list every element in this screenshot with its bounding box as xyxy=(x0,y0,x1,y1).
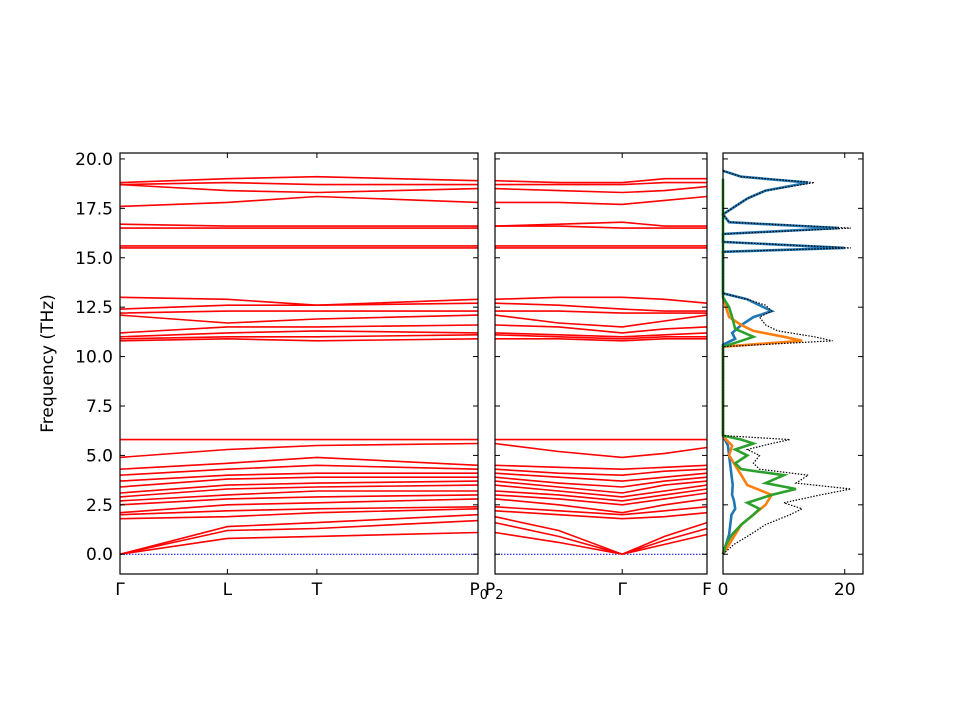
phonon-band-1-28 xyxy=(119,195,479,208)
phonon-band-2-22 xyxy=(494,302,707,312)
phonon-band-1-11 xyxy=(119,472,478,482)
phonon-band-1-20 xyxy=(119,314,479,324)
phonon-band-2-17 xyxy=(494,334,707,340)
phonon-band-1-6 xyxy=(119,494,479,506)
phonon-band-2-12 xyxy=(494,468,708,477)
x-tick-label: T xyxy=(311,580,323,600)
phonon-band-2-26 xyxy=(495,225,707,229)
y-tick-label: 2.5 xyxy=(86,496,113,516)
x-tick-label: Γ xyxy=(115,580,125,600)
phonon-band-1-27 xyxy=(119,223,478,227)
phonon-band-1-22 xyxy=(119,302,479,310)
dos-series-3 xyxy=(722,170,851,555)
y-tick-label: 5.0 xyxy=(86,446,113,466)
phonon-band-1-0 xyxy=(119,531,479,555)
phonon-band-1-13 xyxy=(119,456,479,470)
phonon-band-1-7 xyxy=(119,490,478,502)
phonon-band-1-5 xyxy=(119,498,479,514)
y-tick-label: 20.0 xyxy=(75,150,113,170)
y-tick-label: 17.5 xyxy=(75,199,113,219)
phonon-band-1-31 xyxy=(119,175,479,184)
phonon-band-2-13 xyxy=(494,464,708,471)
phonon-band-2-0 xyxy=(494,531,708,556)
phonon-band-2-23 xyxy=(494,296,708,304)
phonon-band-2-2 xyxy=(494,515,708,556)
phonon-band-2-21 xyxy=(495,310,707,314)
phonon-band-2-11 xyxy=(494,472,708,482)
y-tick-label: 10.0 xyxy=(75,348,113,368)
phonon-band-2-27 xyxy=(494,221,707,227)
phonon-band-1-30 xyxy=(119,181,478,186)
dos-series-0 xyxy=(721,169,845,555)
dos-x-tick-label: 0 xyxy=(718,580,729,600)
x-tick-label: F xyxy=(702,580,712,600)
phonon-band-2-5 xyxy=(494,498,708,514)
phonon-band-1-29 xyxy=(119,183,479,194)
dos-series-2 xyxy=(721,178,797,555)
phonon-band-2-19 xyxy=(494,324,708,334)
x-tick-label: Γ xyxy=(617,580,627,600)
phonon-band-1-2 xyxy=(119,513,479,555)
y-axis-label: Frequency (THz) xyxy=(38,294,58,433)
band-panel-frame xyxy=(494,152,708,575)
phonon-band-2-18 xyxy=(494,332,708,338)
phonon-band-1-21 xyxy=(119,310,478,314)
phonon-band-1-9 xyxy=(119,480,479,494)
x-tick-label: P2 xyxy=(485,580,504,603)
phonon-band-1-23 xyxy=(119,296,479,307)
phonon-band-2-14 xyxy=(494,442,708,459)
phonon-band-1-1 xyxy=(119,519,479,555)
y-tick-label: 15.0 xyxy=(75,249,113,269)
phonon-band-2-4 xyxy=(494,506,708,516)
phonon-band-2-31 xyxy=(494,177,707,184)
dos-x-tick-label: 20 xyxy=(834,580,856,600)
phonon-band-2-29 xyxy=(494,185,708,194)
phonon-band-1-12 xyxy=(119,464,479,476)
phonon-band-2-16 xyxy=(495,337,707,342)
phonon-band-1-17 xyxy=(119,334,479,340)
phonon-band-1-10 xyxy=(119,476,478,488)
phonon-band-2-3 xyxy=(494,510,708,520)
phonon-band-2-9 xyxy=(494,480,708,494)
phonon-band-2-30 xyxy=(495,181,707,186)
phonon-band-2-28 xyxy=(495,195,708,206)
band-panel-frame xyxy=(119,152,479,575)
phonon-band-1-14 xyxy=(119,442,479,459)
x-tick-label: L xyxy=(223,580,233,600)
phonon-band-1-18 xyxy=(119,330,479,338)
y-tick-label: 7.5 xyxy=(86,397,113,417)
phonon-band-2-6 xyxy=(494,492,708,506)
phonon-band-1-16 xyxy=(119,337,479,342)
phonon-band-2-8 xyxy=(494,484,708,498)
phonon-band-2-20 xyxy=(494,314,708,328)
phonon-band-1-3 xyxy=(119,508,479,520)
dos-panel-frame xyxy=(722,152,864,575)
phonon-band-2-10 xyxy=(494,476,708,488)
y-tick-label: 0.0 xyxy=(86,545,113,565)
phonon-band-1-8 xyxy=(119,484,479,498)
phonon-band-1-19 xyxy=(119,324,479,334)
phonon-band-2-7 xyxy=(494,488,708,502)
phonon-band-1-4 xyxy=(119,506,479,516)
y-tick-label: 12.5 xyxy=(75,298,113,318)
